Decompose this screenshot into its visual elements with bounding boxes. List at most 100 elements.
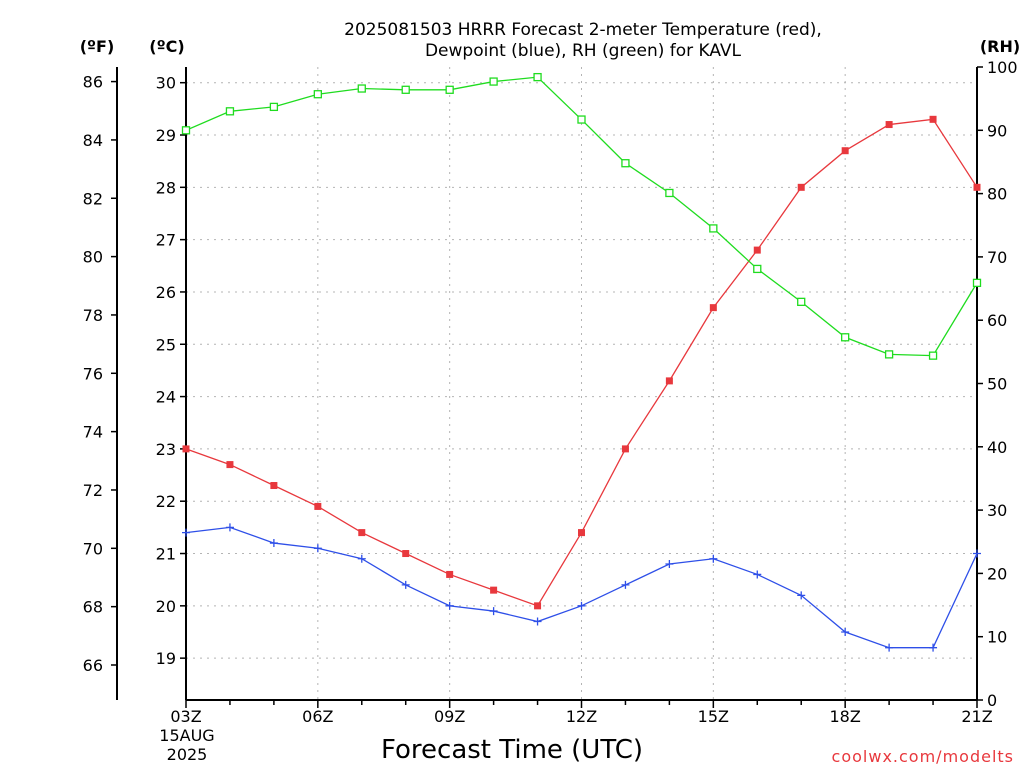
fahrenheit-tick-label: 68 — [83, 598, 103, 617]
rh-tick-label: 100 — [987, 58, 1018, 77]
rh-tick-label: 20 — [987, 564, 1007, 583]
x-tick-label: 12Z — [566, 707, 597, 726]
temperature-point — [226, 461, 234, 469]
rh-point — [533, 72, 542, 82]
celsius-tick-label: 28 — [156, 178, 176, 197]
rh-tick-label: 70 — [987, 248, 1007, 267]
dewpoint-point — [797, 591, 806, 600]
fahrenheit-tick-label: 72 — [83, 481, 103, 500]
fahrenheit-tick-label: 86 — [83, 73, 103, 92]
rh-tick-label: 80 — [987, 185, 1007, 204]
axes — [116, 67, 978, 701]
dewpoint-point — [753, 570, 762, 579]
x-tick-label: 18Z — [830, 707, 861, 726]
rh-point — [269, 102, 279, 112]
dewpoint-point — [489, 607, 498, 616]
temperature-point — [270, 482, 278, 490]
rh-tick-label: 50 — [987, 375, 1007, 394]
temperature-point — [665, 377, 673, 385]
fahrenheit-tick-label: 76 — [83, 364, 103, 383]
dewpoint-point — [401, 580, 410, 589]
rh-point — [972, 278, 982, 288]
celsius-unit-label: (ºC) — [149, 37, 184, 56]
celsius-tick-label: 27 — [156, 231, 176, 250]
dewpoint-point — [182, 528, 190, 537]
temperature-point — [182, 445, 190, 453]
x-tick-label: 15Z — [698, 707, 729, 726]
dewpoint-point — [269, 539, 278, 548]
title-line-1: 2025081503 HRRR Forecast 2-meter Tempera… — [344, 20, 822, 40]
fahrenheit-tick-label: 74 — [83, 423, 103, 442]
chart-title: 2025081503 HRRR Forecast 2-meter Tempera… — [344, 20, 822, 61]
temperature-point — [402, 550, 410, 558]
rh-point — [225, 107, 235, 116]
temperature-point — [534, 602, 542, 610]
temperature-point — [314, 502, 322, 510]
celsius-tick-label: 24 — [156, 388, 176, 407]
x-date-label-year: 2025 — [167, 745, 208, 764]
x-tick-label: 03Z — [170, 707, 201, 726]
rh-point — [621, 159, 630, 168]
rh-point — [577, 115, 586, 124]
temperature-point — [709, 304, 717, 312]
celsius-tick-label: 20 — [156, 597, 176, 616]
temperature-series — [182, 115, 981, 610]
x-tick-label: 09Z — [434, 707, 465, 726]
axis-ticks: 19 20 21 22 23 24 25 26 27 28 29 30 66 68 70 72 74 76 78 80… — [83, 58, 1018, 726]
dewpoint-series — [182, 523, 981, 652]
temperature-point — [358, 529, 366, 537]
temperature-point — [621, 445, 629, 453]
fahrenheit-tick-label: 84 — [83, 131, 103, 150]
dewpoint-line — [185, 526, 978, 649]
celsius-tick-label: 23 — [156, 440, 176, 459]
temperature-point — [446, 570, 454, 578]
rh-tick-label: 90 — [987, 121, 1007, 140]
temperature-point — [841, 147, 849, 155]
rh-tick-label: 10 — [987, 628, 1007, 647]
dewpoint-point — [621, 580, 630, 589]
rh-series — [181, 72, 982, 360]
series-layer — [181, 72, 982, 652]
rh-point — [709, 224, 718, 233]
x-tick-label: 06Z — [302, 707, 333, 726]
fahrenheit-tick-label: 82 — [83, 189, 103, 208]
celsius-tick-label: 26 — [156, 283, 176, 302]
rh-tick-label: 30 — [987, 501, 1007, 520]
grid-lines — [186, 67, 977, 700]
rh-point — [797, 297, 806, 306]
dewpoint-point — [225, 523, 234, 532]
x-date-label-day: 15AUG — [159, 726, 214, 745]
temperature-point — [885, 121, 893, 129]
dewpoint-point — [841, 627, 850, 636]
rh-unit-label: (RH) — [980, 37, 1020, 56]
dewpoint-point — [313, 544, 322, 553]
rh-point — [401, 85, 410, 94]
dewpoint-point — [709, 554, 718, 563]
dewpoint-point — [533, 617, 542, 626]
dewpoint-point — [665, 559, 674, 568]
temperature-point — [973, 183, 981, 191]
title-line-2: Dewpoint (blue), RH (green) for KAVL — [425, 41, 742, 61]
rh-tick-label: 0 — [987, 691, 997, 710]
celsius-tick-label: 30 — [156, 74, 176, 93]
celsius-tick-label: 22 — [156, 492, 176, 511]
rh-point — [181, 126, 191, 135]
celsius-tick-label: 25 — [156, 335, 176, 354]
celsius-tick-label: 19 — [156, 649, 176, 668]
fahrenheit-tick-label: 80 — [83, 248, 103, 267]
fahrenheit-unit-label: (ºF) — [80, 37, 115, 56]
temperature-point — [490, 586, 498, 594]
rh-point — [445, 85, 454, 94]
temperature-point — [578, 529, 585, 537]
rh-point — [841, 333, 850, 342]
dewpoint-point — [577, 601, 586, 610]
rh-point — [489, 77, 498, 86]
dewpoint-point — [973, 549, 981, 558]
x-tick-label: 21Z — [961, 707, 992, 726]
rh-tick-label: 60 — [987, 311, 1007, 330]
fahrenheit-tick-label: 78 — [83, 306, 103, 325]
celsius-tick-label: 29 — [156, 126, 176, 145]
temperature-point — [753, 246, 761, 254]
rh-tick-label: 40 — [987, 438, 1007, 457]
